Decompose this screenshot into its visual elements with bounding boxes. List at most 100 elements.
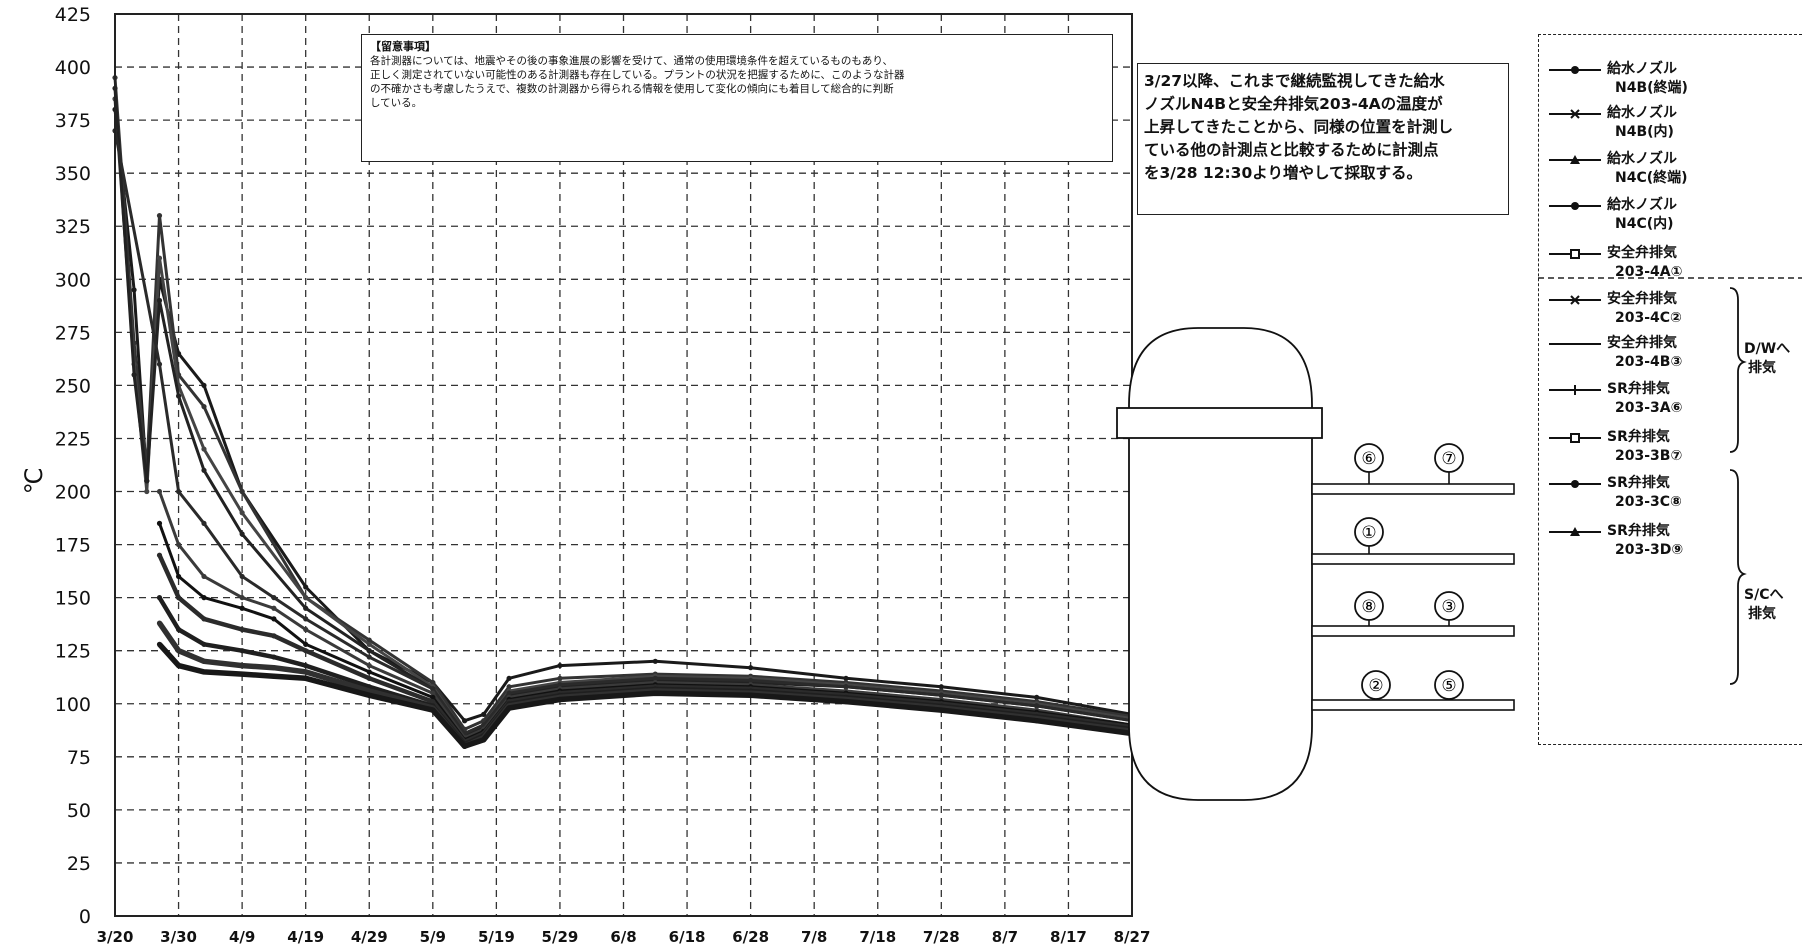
series-point	[271, 633, 277, 639]
vessel-marker-circle	[1354, 591, 1384, 621]
caution-note-line: の不確かさも考慮したうえで、複数の計測器から得られる情報を使用して変化の傾向にも…	[370, 83, 894, 95]
series-point	[430, 679, 436, 686]
vessel-marker-circle	[1434, 591, 1464, 621]
caution-note-line: 各計測器については、地震やその後の事象進展の影響を受けて、通常の使用環境条件を超…	[370, 55, 894, 67]
y-tick-label: 250	[55, 375, 91, 397]
series-point	[303, 584, 309, 590]
series-point	[506, 675, 512, 681]
legend-label-line1: 給水ノズル	[1607, 105, 1677, 121]
annotation-line: ている他の計測点と比較するために計測点	[1144, 141, 1439, 159]
series-point	[156, 361, 163, 367]
series-line	[113, 109, 1133, 723]
legend-group-dw-line1: D/Wへ	[1744, 341, 1791, 357]
series-point	[557, 675, 563, 681]
series-point	[201, 658, 207, 664]
y-tick-label: 75	[67, 747, 91, 769]
series-point	[271, 673, 277, 679]
annotation-line: 上昇してきたことから、同様の位置を計測し	[1144, 118, 1454, 136]
legend-label-line2: 203-4B③	[1615, 354, 1683, 370]
series-point	[271, 654, 277, 660]
series-point	[175, 573, 182, 580]
legend-swatch-plus	[1549, 385, 1601, 395]
legend-swatch-tri	[1549, 527, 1601, 536]
legend-marker	[1570, 527, 1580, 536]
vessel-marker-label: ③	[1441, 597, 1456, 617]
series-point	[461, 718, 468, 724]
series-point	[175, 648, 182, 654]
legend-label-line1: 給水ノズル	[1607, 61, 1677, 77]
vessel-marker-label: ⑥	[1361, 449, 1376, 469]
series-point	[506, 705, 512, 711]
series-point	[303, 669, 309, 675]
series-point	[156, 620, 163, 626]
y-tick-label: 375	[55, 110, 91, 132]
caution-note: 【留意事項】 各計測器については、地震やその後の事象進展の影響を受けて、通常の使…	[361, 34, 1113, 162]
y-tick-label: 350	[55, 163, 91, 185]
legend-marker	[1570, 295, 1580, 305]
vessel-flange	[1116, 407, 1323, 439]
y-tick-label: 325	[55, 216, 91, 238]
series-point	[175, 662, 182, 669]
x-tick-label: 4/19	[287, 928, 324, 945]
legend-label-line1: 安全弁排気	[1607, 291, 1677, 307]
series-point	[938, 692, 944, 698]
series-point	[156, 552, 163, 558]
vessel-marker-label: ⑦	[1441, 449, 1456, 469]
series-line	[113, 77, 1133, 731]
legend-label: SR弁排気 203-3B⑦	[1607, 428, 1682, 466]
legend-brace-dw	[1729, 287, 1747, 453]
series-point	[239, 648, 245, 654]
legend-label: 給水ノズル N4C(内)	[1607, 196, 1677, 234]
legend-label: 安全弁排気 203-4A①	[1607, 244, 1682, 282]
series-point	[366, 669, 372, 675]
series-point	[201, 404, 207, 410]
legend-label: 安全弁排気 203-4B③	[1607, 334, 1682, 372]
series-point	[144, 478, 150, 484]
x-tick-label: 6/18	[669, 928, 706, 945]
series-point	[748, 665, 754, 671]
caution-note-line: している。	[370, 97, 423, 109]
legend-marker	[1570, 109, 1580, 119]
series-point	[156, 488, 163, 495]
legend-group-sc-line2: 排気	[1748, 606, 1776, 622]
series-point	[1034, 694, 1040, 700]
legend-brace-sc	[1729, 469, 1747, 685]
x-tick-label: 8/27	[1114, 928, 1151, 945]
series-point	[201, 616, 207, 622]
y-tick-label: 400	[55, 57, 91, 79]
series-point	[239, 671, 245, 677]
y-tick-label: 300	[55, 269, 91, 291]
x-tick-label: 7/8	[801, 928, 827, 945]
x-tick-label: 5/19	[478, 928, 515, 945]
series-point	[156, 255, 163, 261]
legend-swatch-dot	[1549, 480, 1601, 488]
series-point	[271, 595, 277, 601]
series-point	[156, 213, 163, 219]
legend-label-line2: N4C(内)	[1615, 216, 1674, 232]
series-point	[303, 662, 309, 669]
y-tick-label: 200	[55, 482, 91, 504]
legend-label: 給水ノズル N4B(内)	[1607, 104, 1677, 142]
series-point	[303, 641, 309, 647]
legend-label: SR弁排気 203-3C⑧	[1607, 474, 1682, 512]
series-point	[144, 488, 150, 495]
series-point	[366, 692, 372, 698]
series-point	[430, 694, 436, 700]
series-point	[271, 616, 277, 622]
vessel-pipe	[1311, 699, 1515, 711]
vessel-marker-label: ①	[1361, 523, 1376, 543]
legend-group-dw-line2: 排気	[1748, 360, 1776, 376]
series-point	[430, 707, 436, 713]
series-point	[175, 595, 182, 601]
series-point	[303, 675, 309, 681]
legend-label-line1: SR弁排気	[1607, 523, 1670, 539]
series-point	[175, 488, 182, 495]
y-tick-label: 125	[55, 641, 91, 663]
vessel-marker-circle	[1434, 443, 1464, 473]
series-point	[175, 393, 182, 399]
series-point	[201, 573, 207, 580]
legend-swatch-tri	[1549, 155, 1601, 164]
series-point	[843, 699, 849, 705]
legend-label-line2: N4C(終端)	[1615, 170, 1688, 186]
series-point	[175, 541, 182, 548]
